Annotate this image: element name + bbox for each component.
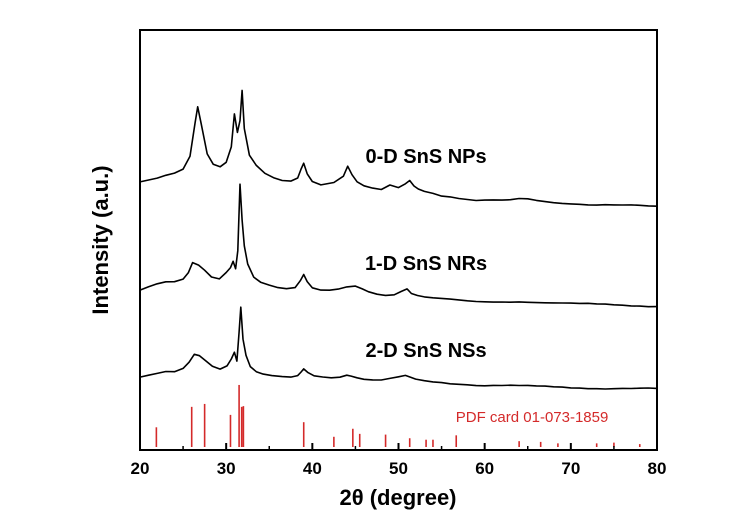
x-tick-label: 20: [131, 459, 150, 478]
xrd-pattern-line: [139, 306, 658, 390]
series-label: 1-D SnS NRs: [365, 253, 487, 275]
x-axis-label: 2θ (degree): [339, 485, 456, 510]
axes-layer: [139, 29, 658, 451]
tick-layer: 20 30 40 50 60 70 80: [131, 443, 667, 478]
x-tick-label: 80: [648, 459, 667, 478]
y-axis-label: Intensity (a.u.): [88, 165, 113, 314]
x-tick-label: 40: [303, 459, 322, 478]
reference-pattern: [155, 384, 641, 447]
plot-frame: [139, 29, 658, 451]
series-label: 2-D SnS NSs: [365, 340, 486, 362]
pattern-layer: [139, 89, 658, 447]
x-tick-label: 70: [561, 459, 580, 478]
series-label: 0-D SnS NPs: [365, 146, 486, 168]
x-tick-label: 30: [217, 459, 236, 478]
xrd-pattern-line: [139, 183, 658, 308]
reference-card-label: PDF card 01-073-1859: [456, 409, 609, 426]
xrd-pattern-line: [139, 89, 658, 207]
x-tick-label: 50: [389, 459, 408, 478]
annotation-layer: 0-D SnS NPs 1-D SnS NRs 2-D SnS NSs PDF car…: [365, 146, 608, 426]
x-tick-label: 60: [475, 459, 494, 478]
